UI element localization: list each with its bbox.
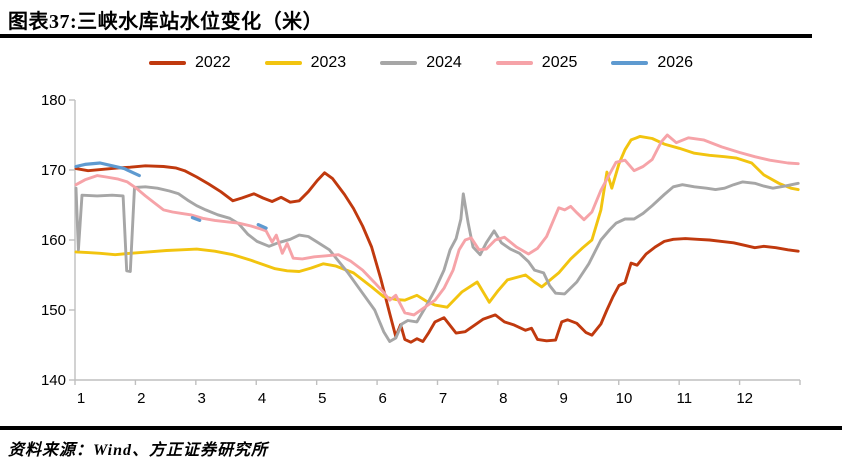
x-axis-label: 9 <box>559 390 567 407</box>
x-axis-label: 5 <box>318 390 326 407</box>
y-axis-label: 140 <box>41 372 66 389</box>
legend-item-2022: 2022 <box>149 55 231 71</box>
x-axis-label: 11 <box>677 390 693 407</box>
y-axis-label: 180 <box>41 92 66 109</box>
x-axis-label: 6 <box>378 390 386 407</box>
x-axis-label: 10 <box>616 390 633 407</box>
legend-swatch-2022 <box>149 61 187 65</box>
title-divider-rule <box>0 34 812 38</box>
footer-divider-rule <box>0 426 842 430</box>
legend-swatch-2026 <box>611 61 649 65</box>
legend-label-2025: 2025 <box>541 54 578 71</box>
legend-label-2022: 2022 <box>195 54 231 71</box>
y-axis-label: 170 <box>41 162 66 179</box>
legend-label-2023: 2023 <box>310 54 347 71</box>
legend-item-2023: 2023 <box>264 54 347 71</box>
series-line-2026 <box>256 223 268 230</box>
series-line-2024 <box>74 180 800 343</box>
series-line-2026 <box>74 161 141 178</box>
x-axis-label: 4 <box>258 390 266 407</box>
legend-item-2025: 2025 <box>495 54 578 71</box>
y-axis-label: 150 <box>41 302 66 319</box>
legend-swatch-2025 <box>495 61 533 65</box>
legend-label-2024: 2024 <box>426 54 462 71</box>
x-axis-label: 1 <box>77 390 85 407</box>
data-source-note: 资料来源：Wind、方正证券研究所 <box>8 442 268 459</box>
series-line-2026 <box>190 216 202 222</box>
x-axis-label: 8 <box>499 390 507 407</box>
legend-swatch-2024 <box>380 61 418 65</box>
x-axis-label: 3 <box>197 390 205 407</box>
legend-item-2024: 2024 <box>380 55 462 71</box>
x-axis-label: 2 <box>137 390 145 407</box>
y-axis-label: 160 <box>41 232 66 249</box>
legend-label-2026: 2026 <box>657 54 693 71</box>
series-line-2025 <box>74 133 800 317</box>
series-line-2022 <box>74 164 800 344</box>
figure-title: 图表37:三峡水库站水位变化（米） <box>8 11 324 33</box>
x-axis-label: 7 <box>439 390 447 407</box>
chart-legend: 2022 2023 2024 2025 2026 <box>0 55 842 71</box>
x-axis-label: 12 <box>736 390 753 407</box>
legend-swatch-2023 <box>264 61 302 65</box>
legend-item-2026: 2026 <box>611 55 693 71</box>
series-line-2023 <box>74 134 800 309</box>
